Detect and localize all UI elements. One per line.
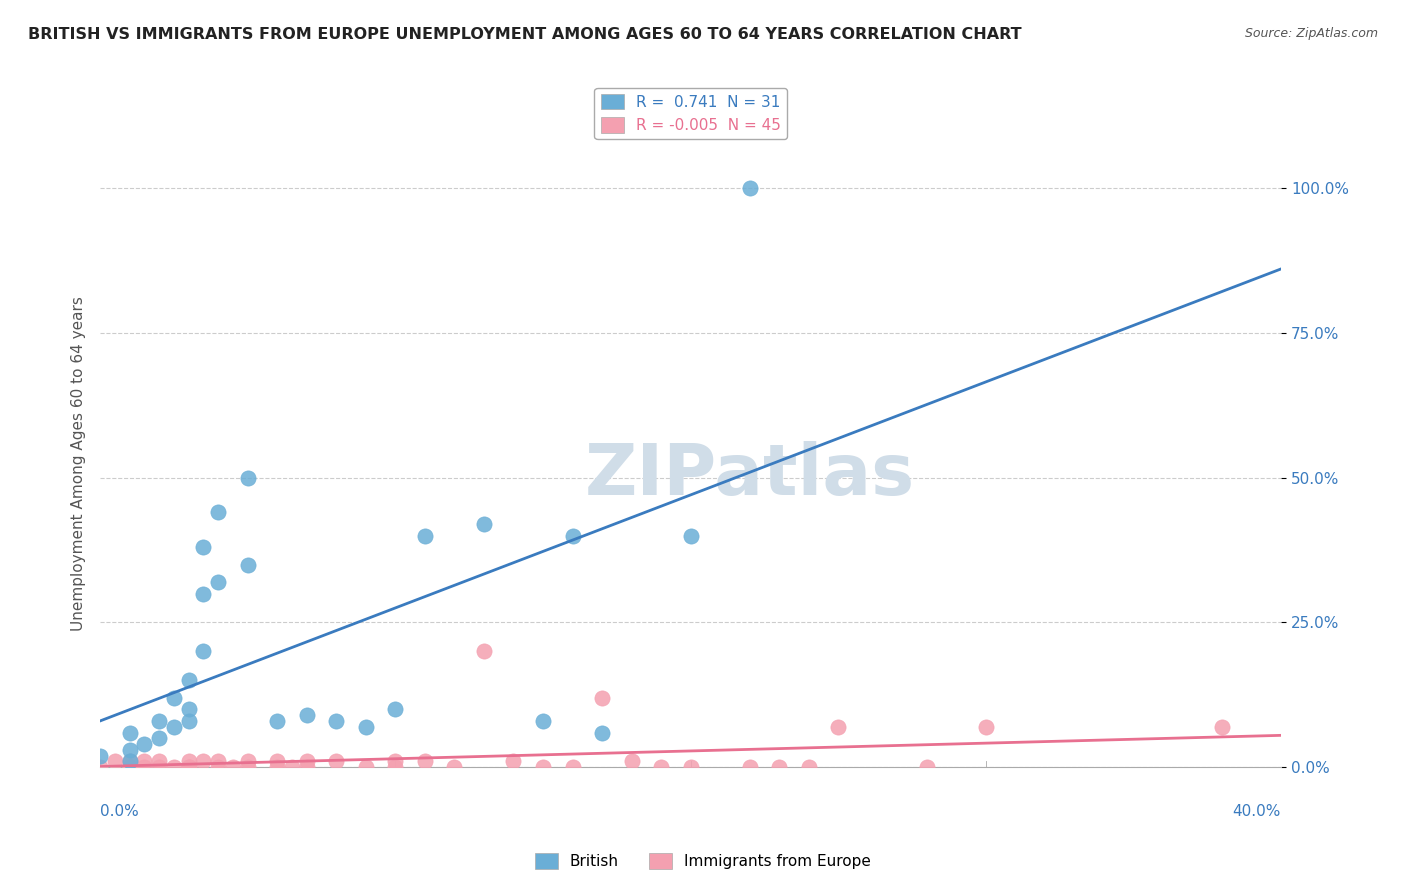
Point <box>354 720 377 734</box>
Point <box>207 755 229 769</box>
Point <box>163 690 186 705</box>
Point <box>354 760 377 774</box>
Point <box>591 690 613 705</box>
Point <box>679 760 702 774</box>
Point <box>148 760 170 774</box>
Point <box>472 644 495 658</box>
Point <box>384 760 406 774</box>
Point <box>207 505 229 519</box>
Point <box>177 702 200 716</box>
Point <box>325 714 347 728</box>
Point <box>679 528 702 542</box>
Point <box>281 760 304 774</box>
Point <box>163 760 186 774</box>
Point <box>207 760 229 774</box>
Text: 0.0%: 0.0% <box>100 804 139 819</box>
Text: BRITISH VS IMMIGRANTS FROM EUROPE UNEMPLOYMENT AMONG AGES 60 TO 64 YEARS CORRELA: BRITISH VS IMMIGRANTS FROM EUROPE UNEMPL… <box>28 27 1022 42</box>
Point <box>118 755 141 769</box>
Point <box>134 737 156 751</box>
Point <box>325 755 347 769</box>
Point <box>163 720 186 734</box>
Point <box>531 760 554 774</box>
Point <box>118 760 141 774</box>
Point <box>768 760 790 774</box>
Point <box>177 714 200 728</box>
Point <box>118 725 141 739</box>
Point <box>591 725 613 739</box>
Point <box>177 760 200 774</box>
Point <box>89 748 111 763</box>
Legend: R =  0.741  N = 31, R = -0.005  N = 45: R = 0.741 N = 31, R = -0.005 N = 45 <box>595 87 787 139</box>
Point <box>177 760 200 774</box>
Point <box>974 720 997 734</box>
Y-axis label: Unemployment Among Ages 60 to 64 years: Unemployment Among Ages 60 to 64 years <box>72 296 86 631</box>
Point <box>104 755 127 769</box>
Point <box>222 760 245 774</box>
Point <box>295 708 318 723</box>
Point <box>384 755 406 769</box>
Point <box>193 540 215 554</box>
Point <box>118 743 141 757</box>
Point <box>236 558 259 572</box>
Point <box>236 755 259 769</box>
Legend: British, Immigrants from Europe: British, Immigrants from Europe <box>529 847 877 875</box>
Point <box>193 755 215 769</box>
Point <box>89 760 111 774</box>
Point <box>177 755 200 769</box>
Point <box>1211 720 1233 734</box>
Point <box>193 644 215 658</box>
Point <box>193 586 215 600</box>
Point <box>620 755 643 769</box>
Point <box>118 760 141 774</box>
Point <box>148 755 170 769</box>
Point <box>295 755 318 769</box>
Point <box>413 528 436 542</box>
Point <box>502 755 524 769</box>
Text: ZIPatlas: ZIPatlas <box>585 441 915 510</box>
Point <box>177 673 200 688</box>
Point <box>738 760 761 774</box>
Point <box>797 760 820 774</box>
Point <box>148 714 170 728</box>
Point <box>413 755 436 769</box>
Text: Source: ZipAtlas.com: Source: ZipAtlas.com <box>1244 27 1378 40</box>
Point <box>266 714 288 728</box>
Point <box>266 760 288 774</box>
Point <box>236 470 259 484</box>
Point <box>472 516 495 531</box>
Point <box>561 528 583 542</box>
Text: 40.0%: 40.0% <box>1233 804 1281 819</box>
Point <box>134 755 156 769</box>
Point <box>561 760 583 774</box>
Point <box>207 574 229 589</box>
Point <box>295 760 318 774</box>
Point <box>236 760 259 774</box>
Point <box>915 760 938 774</box>
Point <box>738 181 761 195</box>
Point <box>266 755 288 769</box>
Point <box>531 714 554 728</box>
Point <box>118 755 141 769</box>
Point <box>827 720 849 734</box>
Point <box>148 731 170 746</box>
Point <box>134 760 156 774</box>
Point <box>443 760 465 774</box>
Point <box>650 760 672 774</box>
Point <box>384 702 406 716</box>
